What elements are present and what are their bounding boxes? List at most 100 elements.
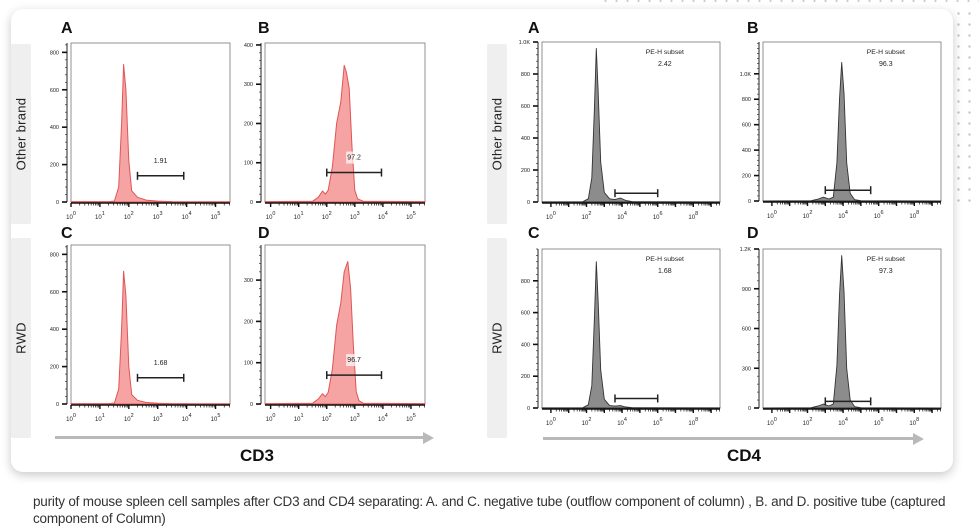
- y-tick-label: 800: [50, 50, 59, 56]
- y-tick-label: 200: [50, 163, 59, 169]
- cd4-axis-arrow: [543, 437, 913, 440]
- x-tick-label: 102: [803, 210, 813, 220]
- chart-svg: 0 300 600 900 1.2K 100 102 104 106 108 PE-H subset…: [740, 247, 942, 427]
- y-tick-label: 600: [521, 311, 530, 317]
- x-tick-label: 100: [767, 417, 777, 427]
- chart-svg: 0 200 400 600 800 100 101 102 103 104 105 1.68: [50, 244, 231, 423]
- y-tick-label: 800: [521, 72, 530, 78]
- cd4-axis-title: CD4: [727, 446, 762, 465]
- x-tick-label: 101: [95, 413, 105, 423]
- x-tick-label: 105: [406, 211, 416, 221]
- gate-percentage-label: 1.68: [658, 268, 672, 275]
- y-tick-label: 600: [742, 327, 751, 333]
- panel-letter: A: [528, 20, 540, 37]
- histogram-area: [70, 64, 231, 203]
- x-tick-label: 106: [653, 417, 663, 427]
- row-label-rwd-cd4: RWD: [487, 238, 507, 438]
- y-tick-label: 600: [742, 123, 751, 129]
- y-tick-label: 0: [527, 406, 530, 412]
- chart-svg: 0 200 400 600 800 1.0K 100 102 104 106 108 PE-H sub…: [519, 40, 721, 221]
- x-tick-label: 108: [909, 417, 919, 427]
- y-tick-label: 300: [742, 366, 751, 372]
- x-tick-label: 104: [378, 211, 388, 221]
- panel-letter: A: [61, 20, 73, 37]
- gate-percentage-label: 97.3: [879, 268, 893, 275]
- x-tick-label: 100: [546, 211, 556, 221]
- x-tick-label: 104: [838, 417, 848, 427]
- row-label-text: RWD: [489, 322, 505, 354]
- x-tick-label: 102: [124, 211, 134, 221]
- row-label-rwd-cd3: RWD: [11, 238, 31, 438]
- histogram-area: [70, 270, 231, 405]
- y-tick-label: 200: [50, 365, 59, 371]
- gate-percentage-label: 2.42: [658, 61, 672, 68]
- x-tick-label: 102: [124, 413, 134, 423]
- gate-label-bg: [346, 354, 363, 367]
- y-tick-label: 400: [244, 43, 253, 49]
- x-tick-label: 104: [617, 211, 627, 221]
- y-tick-label: 0: [748, 199, 751, 205]
- x-tick-label: 105: [211, 211, 221, 221]
- x-tick-label: 103: [350, 413, 360, 423]
- x-tick-label: 101: [294, 211, 304, 221]
- x-tick-label: 108: [909, 210, 919, 220]
- histogram-cd3-A: 0 200 400 600 800 100 101 102 103 104 105 1.91: [50, 42, 231, 221]
- row-label-text: RWD: [13, 322, 29, 354]
- x-tick-label: 105: [211, 413, 221, 423]
- y-tick-label: 600: [50, 88, 59, 94]
- gate-percentage-label: 1.91: [154, 158, 168, 165]
- histogram-cd3-D: 0 100 200 300 100 101 102 103 104 105 96.7: [244, 244, 426, 423]
- y-tick-label: 1.0K: [519, 40, 531, 46]
- histogram-cd4-B: 0 200 400 600 800 1.0K 100 102 104 106 108 PE-H sub…: [740, 41, 942, 220]
- y-tick-label: 0: [748, 406, 751, 412]
- y-tick-label: 400: [521, 136, 530, 142]
- panel-letter: C: [528, 225, 540, 242]
- chart-svg: 0 200 400 600 800 100 101 102 103 104 105 1.91: [50, 42, 231, 221]
- figure-caption: purity of mouse spleen cell samples afte…: [33, 494, 946, 526]
- y-tick-label: 600: [521, 104, 530, 110]
- x-tick-label: 100: [767, 210, 777, 220]
- cd3-arrowhead-icon: [423, 431, 434, 444]
- gate-percentage-label: 97.2: [347, 155, 361, 162]
- y-tick-label: 0: [56, 402, 59, 408]
- x-tick-label: 102: [322, 413, 332, 423]
- chart-svg: 0 200 400 600 800 100 102 104 106 108 PE-H subset 1…: [521, 248, 721, 427]
- y-tick-label: 400: [50, 125, 59, 131]
- decorative-dots-top: [600, 0, 979, 4]
- y-tick-label: 800: [521, 279, 530, 285]
- gate-name-label: PE-H subset: [646, 256, 684, 263]
- cd3-axis-title: CD3: [240, 446, 275, 465]
- row-label-text: Other brand: [489, 97, 505, 171]
- histogram-area: [541, 47, 721, 203]
- y-tick-label: 300: [244, 278, 253, 284]
- cd3-axis-arrow: [55, 436, 423, 439]
- row-label-other-brand-cd3: Other brand: [11, 44, 31, 224]
- x-tick-label: 104: [378, 413, 388, 423]
- y-tick-label: 1.0K: [740, 72, 752, 78]
- x-tick-label: 108: [688, 211, 698, 221]
- x-tick-label: 106: [653, 211, 663, 221]
- y-tick-label: 800: [742, 97, 751, 103]
- plot-frame: [762, 41, 942, 202]
- x-tick-label: 100: [266, 211, 276, 221]
- x-tick-label: 106: [874, 417, 884, 427]
- x-tick-label: 105: [406, 413, 416, 423]
- x-tick-label: 100: [66, 211, 76, 221]
- y-tick-label: 400: [50, 327, 59, 333]
- cd4-arrowhead-icon: [913, 432, 924, 445]
- gate-percentage-label: 96.3: [879, 61, 893, 68]
- y-tick-label: 0: [250, 402, 253, 408]
- plot-frame: [70, 42, 231, 203]
- y-tick-label: 200: [244, 319, 253, 325]
- panel-letter: C: [61, 225, 73, 242]
- x-tick-label: 103: [153, 211, 163, 221]
- x-tick-label: 103: [350, 211, 360, 221]
- x-tick-label: 106: [874, 210, 884, 220]
- y-tick-label: 300: [244, 82, 253, 88]
- y-tick-label: 100: [244, 361, 253, 367]
- x-tick-label: 104: [617, 417, 627, 427]
- x-tick-label: 101: [294, 413, 304, 423]
- x-tick-label: 104: [182, 413, 192, 423]
- histogram-cd4-A: 0 200 400 600 800 1.0K 100 102 104 106 108 PE-H sub…: [519, 40, 721, 221]
- x-tick-label: 103: [153, 413, 163, 423]
